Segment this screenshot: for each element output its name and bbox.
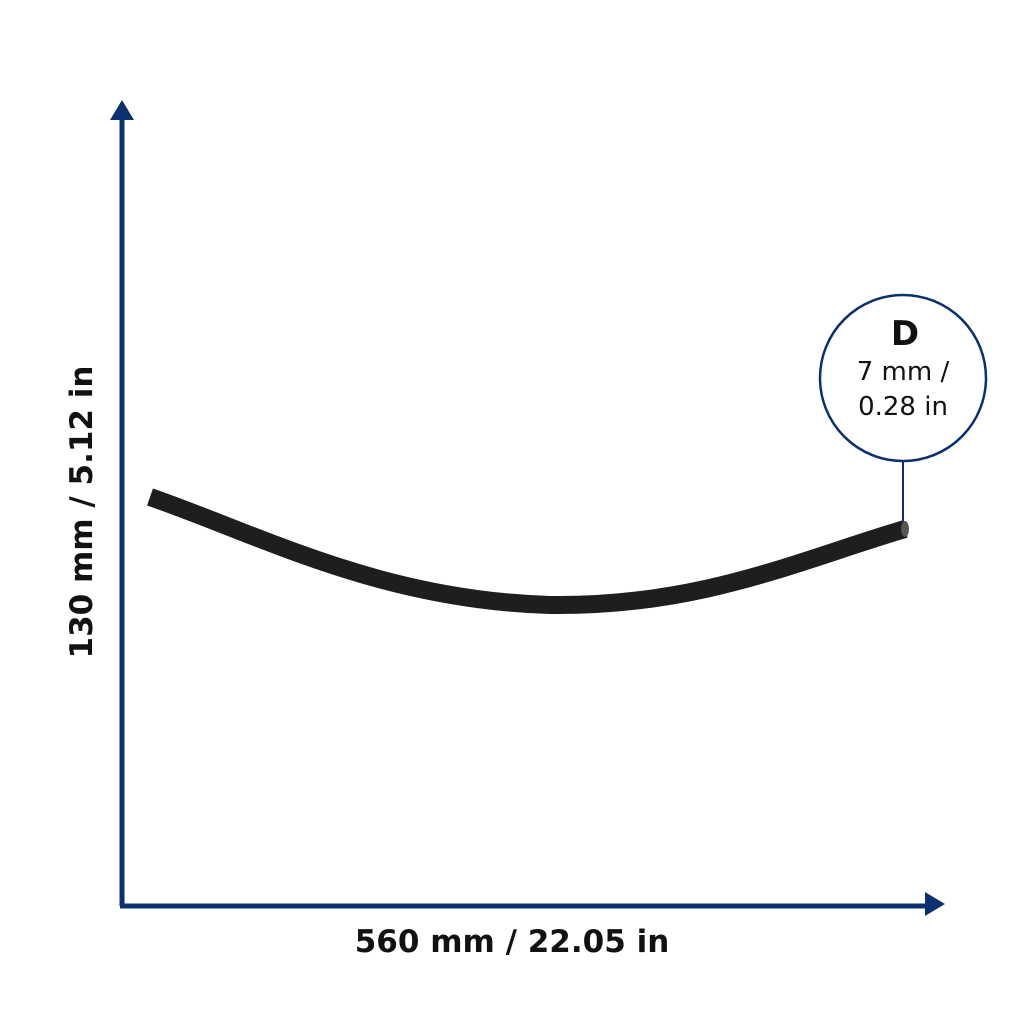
height-label: 130 mm / 5.12 in <box>64 366 100 659</box>
x-arrow <box>925 892 945 916</box>
axes <box>119 110 935 909</box>
hose-end <box>901 521 909 537</box>
width-label: 560 mm / 22.05 in <box>355 924 670 960</box>
diameter-letter: D <box>891 314 919 354</box>
callout-circle <box>818 293 988 463</box>
diameter-mm: 7 mm / <box>857 357 950 387</box>
hose <box>147 488 908 615</box>
diameter-in: 0.28 in <box>858 392 948 422</box>
y-arrow <box>110 100 134 120</box>
